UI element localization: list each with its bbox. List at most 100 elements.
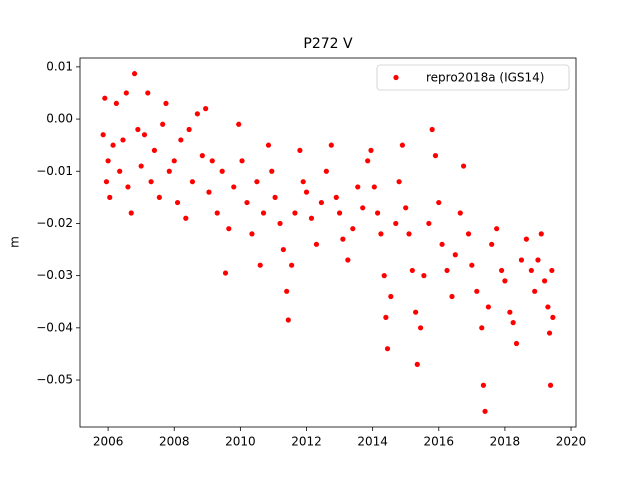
data-point bbox=[226, 226, 232, 232]
data-point bbox=[429, 126, 435, 133]
y-tick-label: −0.01 bbox=[36, 164, 73, 178]
data-point bbox=[360, 205, 366, 211]
data-point bbox=[269, 168, 275, 174]
data-point bbox=[417, 325, 424, 331]
plot-frame bbox=[79, 57, 577, 428]
data-point bbox=[345, 257, 351, 263]
data-point bbox=[260, 210, 267, 216]
data-point bbox=[480, 382, 487, 388]
y-tick-label: −0.02 bbox=[36, 216, 73, 230]
data-point bbox=[494, 226, 500, 232]
data-point bbox=[303, 189, 310, 195]
data-point bbox=[244, 199, 250, 206]
data-point bbox=[421, 273, 427, 279]
data-point bbox=[128, 210, 134, 216]
data-point bbox=[138, 163, 144, 169]
data-point bbox=[549, 267, 555, 274]
data-point bbox=[383, 314, 389, 320]
data-point bbox=[285, 317, 291, 323]
data-point bbox=[368, 147, 374, 153]
data-point bbox=[289, 262, 295, 268]
y-tick-label: 0.00 bbox=[46, 112, 73, 126]
y-tick-label: −0.03 bbox=[36, 268, 73, 282]
data-point bbox=[257, 262, 263, 268]
data-point bbox=[502, 278, 508, 284]
data-point bbox=[284, 288, 290, 294]
data-point bbox=[384, 346, 391, 352]
data-point bbox=[254, 179, 260, 185]
data-point bbox=[151, 147, 157, 153]
y-tick-label: −0.05 bbox=[36, 373, 73, 387]
data-point bbox=[399, 142, 405, 148]
data-point bbox=[355, 184, 361, 190]
data-point bbox=[280, 246, 286, 253]
data-point bbox=[489, 241, 495, 247]
data-point bbox=[125, 184, 131, 190]
y-tick-label: 0.01 bbox=[46, 59, 73, 73]
data-point bbox=[100, 132, 106, 138]
data-point bbox=[513, 340, 520, 347]
data-point bbox=[532, 288, 538, 294]
data-point bbox=[371, 184, 377, 190]
data-point bbox=[186, 126, 192, 133]
legend-marker bbox=[393, 74, 399, 81]
data-point bbox=[426, 220, 432, 227]
data-point bbox=[523, 236, 530, 242]
data-point bbox=[178, 137, 184, 143]
data-point bbox=[183, 215, 189, 221]
x-tick-label: 2018 bbox=[490, 435, 521, 449]
chart-title: P272 V bbox=[303, 36, 353, 52]
data-point bbox=[203, 106, 209, 112]
data-point bbox=[102, 95, 108, 101]
data-point bbox=[538, 231, 544, 237]
data-point bbox=[141, 132, 148, 138]
data-point bbox=[409, 267, 415, 274]
data-point bbox=[350, 226, 356, 232]
data-point bbox=[194, 111, 200, 117]
data-point bbox=[457, 210, 463, 216]
y-tick-label: −0.04 bbox=[36, 320, 73, 334]
data-point bbox=[545, 304, 551, 310]
data-point bbox=[550, 314, 556, 320]
data-point bbox=[277, 220, 283, 227]
x-tick-label: 2014 bbox=[357, 435, 388, 449]
data-point bbox=[199, 152, 205, 159]
data-point bbox=[160, 121, 166, 127]
data-point bbox=[239, 158, 245, 164]
data-point bbox=[547, 382, 554, 388]
data-point bbox=[375, 210, 381, 216]
x-tick-label: 2006 bbox=[93, 435, 124, 449]
data-point bbox=[105, 158, 111, 164]
data-point bbox=[323, 168, 329, 174]
x-tick-label: 2016 bbox=[423, 435, 454, 449]
legend-label: repro2018a (IGS14) bbox=[426, 71, 544, 85]
data-point bbox=[219, 168, 225, 174]
data-point bbox=[300, 179, 306, 185]
data-point bbox=[465, 231, 472, 237]
x-tick-label: 2020 bbox=[556, 435, 587, 449]
data-point bbox=[206, 189, 212, 195]
data-point bbox=[313, 241, 320, 247]
data-point bbox=[388, 293, 394, 300]
data-point bbox=[507, 309, 513, 315]
data-point bbox=[308, 215, 315, 221]
data-point bbox=[110, 142, 116, 148]
data-point bbox=[103, 179, 110, 185]
data-point bbox=[222, 270, 229, 276]
data-point bbox=[485, 304, 491, 310]
data-point bbox=[135, 126, 141, 133]
x-tick-label: 2012 bbox=[291, 435, 322, 449]
data-point bbox=[174, 199, 181, 206]
data-point bbox=[381, 273, 387, 279]
data-point bbox=[249, 231, 255, 237]
data-point bbox=[413, 309, 419, 315]
data-point bbox=[123, 90, 129, 96]
data-point bbox=[297, 147, 303, 153]
data-point bbox=[131, 71, 138, 77]
data-point bbox=[439, 241, 445, 247]
data-point bbox=[166, 168, 172, 174]
data-point bbox=[189, 179, 196, 185]
data-point bbox=[444, 267, 450, 274]
data-point bbox=[236, 121, 242, 127]
data-point bbox=[546, 330, 553, 336]
